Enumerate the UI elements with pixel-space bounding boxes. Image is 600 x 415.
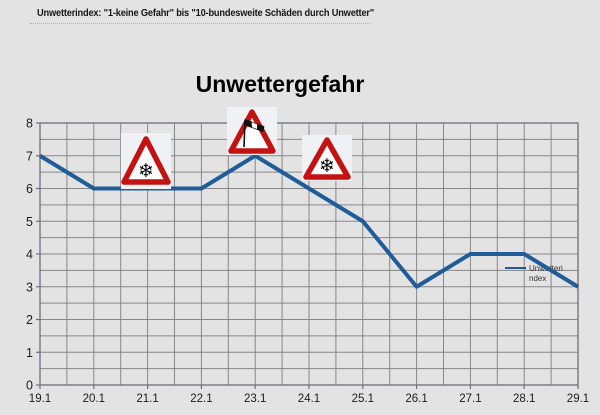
- y-axis-label: 1: [26, 346, 33, 360]
- x-axis-label: 23.1: [244, 393, 266, 405]
- snowflake-warning-sign-icon: ❄: [302, 135, 352, 181]
- x-axis-label: 22.1: [190, 393, 212, 405]
- x-axis-label: 28.1: [513, 393, 535, 405]
- header-divider: [30, 23, 370, 24]
- y-axis-label: 6: [26, 182, 33, 196]
- warning-triangle: [121, 136, 171, 185]
- x-axis-label: 25.1: [352, 393, 374, 405]
- x-axis-label: 24.1: [298, 393, 320, 405]
- y-axis-label: 5: [26, 215, 33, 229]
- x-axis-label: 21.1: [136, 393, 158, 405]
- snowflake-warning-sign-icon: ❄: [121, 133, 171, 189]
- snowflake-glyph: ❄: [138, 160, 154, 182]
- windsock-pole: [243, 119, 246, 148]
- x-axis-label: 27.1: [459, 393, 481, 405]
- x-axis-label: 20.1: [83, 393, 105, 405]
- y-axis-label: 4: [26, 248, 33, 262]
- y-axis-label: 3: [26, 280, 33, 294]
- index-scale-note: Unwetterindex: "1-keine Gefahr" bis "10-…: [37, 7, 375, 19]
- y-axis-label: 7: [26, 149, 33, 163]
- x-axis-label: 29.1: [567, 393, 589, 405]
- x-axis-label: 26.1: [405, 393, 427, 405]
- chart-title: Unwettergefahr: [195, 71, 365, 97]
- snowflake-glyph: ❄: [319, 155, 335, 177]
- x-axis-label: 19.1: [29, 393, 51, 405]
- windsock-segment: [256, 123, 265, 132]
- crosswind-warning-sign-icon: [227, 107, 277, 155]
- warning-triangle: [303, 137, 351, 180]
- y-axis-label: 8: [26, 117, 33, 131]
- y-axis-label: 0: [26, 379, 33, 393]
- legend-label: ndex: [529, 274, 546, 283]
- y-axis-label: 2: [26, 313, 33, 327]
